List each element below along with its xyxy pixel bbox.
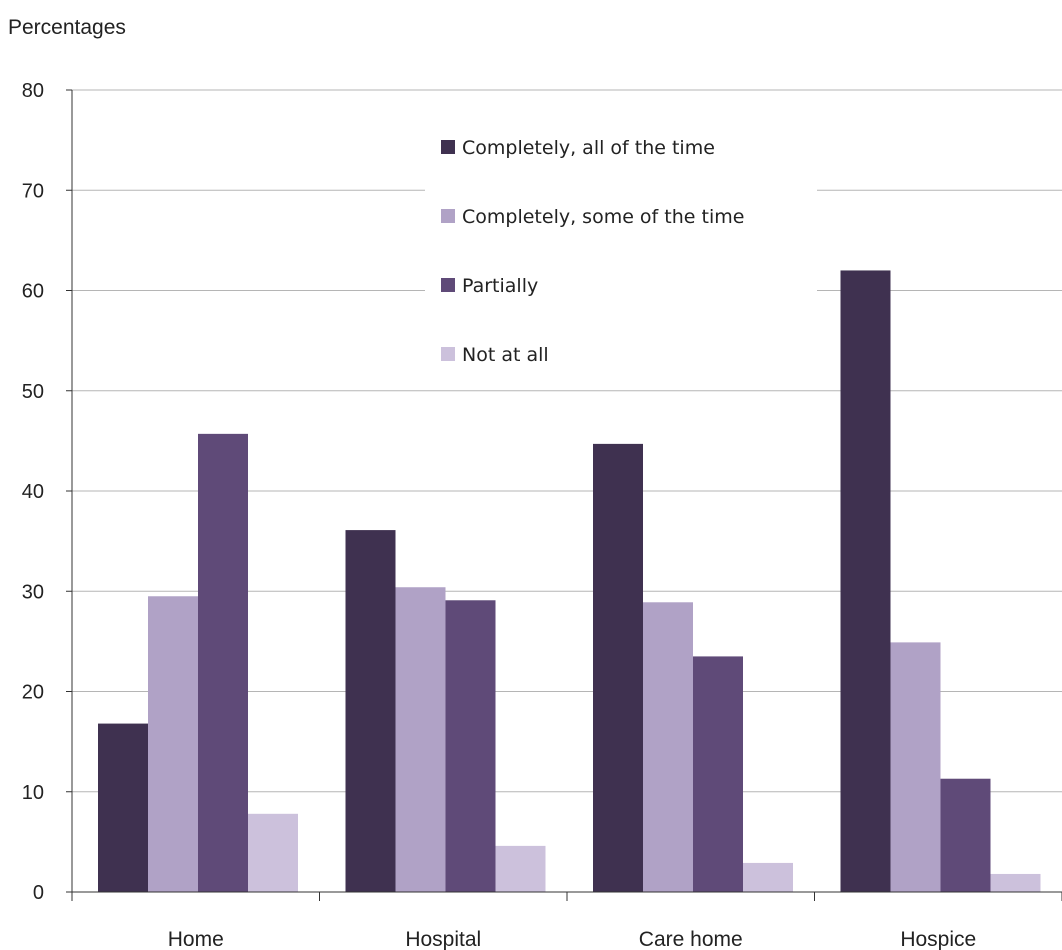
y-tick-label: 30 xyxy=(22,581,44,603)
bar xyxy=(395,587,446,892)
bar xyxy=(98,723,148,892)
bar xyxy=(840,270,891,892)
bar xyxy=(743,862,793,892)
y-tick-label: 80 xyxy=(22,80,44,102)
bar xyxy=(148,596,198,892)
x-axis: Home Hospital Care home Hospice xyxy=(71,891,1062,950)
x-category-label: Hospice xyxy=(900,928,976,950)
x-category-label: Hospital xyxy=(405,928,481,950)
legend-swatch xyxy=(441,209,455,223)
bar xyxy=(990,873,1041,892)
bar xyxy=(198,433,248,892)
legend-label: Completely, all of the time xyxy=(462,137,715,159)
x-category-label: Care home xyxy=(639,928,743,950)
legend-label: Not at all xyxy=(462,344,549,366)
bar xyxy=(593,443,643,892)
y-tick-label: 60 xyxy=(22,281,44,303)
y-axis-title: Percentages xyxy=(8,16,126,39)
y-tick-label: 0 xyxy=(33,882,44,904)
x-category-label: Home xyxy=(168,928,224,950)
legend-background xyxy=(425,118,817,384)
y-tick-label: 70 xyxy=(22,180,44,202)
bars xyxy=(98,270,1041,892)
y-tick-label: 40 xyxy=(22,481,44,503)
legend-label: Completely, some of the time xyxy=(462,206,744,228)
bar xyxy=(248,813,298,892)
y-tick-label: 10 xyxy=(22,782,44,804)
bar xyxy=(445,600,496,892)
bar xyxy=(643,602,693,892)
bar xyxy=(890,642,941,892)
legend-swatch xyxy=(441,347,455,361)
y-tick-label: 50 xyxy=(22,381,44,403)
legend-swatch xyxy=(441,278,455,292)
bar xyxy=(693,656,743,892)
bar xyxy=(940,778,991,892)
y-tick-label: 20 xyxy=(22,682,44,704)
legend: Completely, all of the time Completely, s… xyxy=(425,118,817,384)
bar xyxy=(495,845,546,892)
y-axis: 0 10 20 30 40 50 60 70 80 xyxy=(22,80,73,904)
legend-swatch xyxy=(441,140,455,154)
legend-label: Partially xyxy=(462,275,538,297)
bar xyxy=(345,530,396,892)
